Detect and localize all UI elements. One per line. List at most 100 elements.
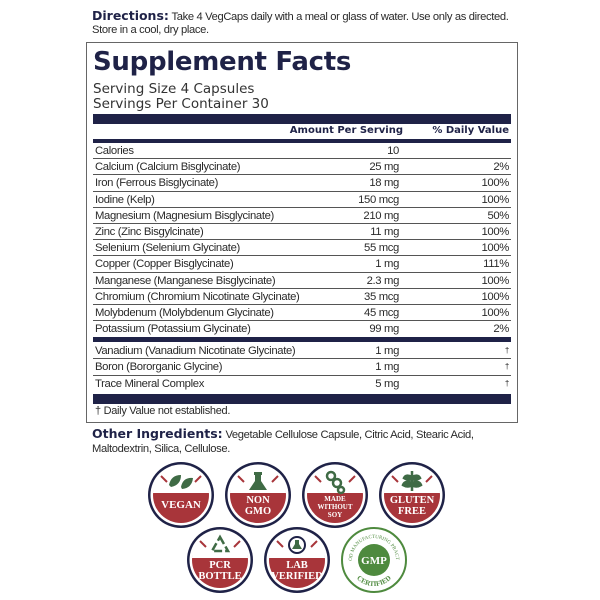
- badge-non: NON GMO: [224, 461, 292, 529]
- nutrient-dv: 100%: [481, 306, 510, 319]
- divider-bar: [93, 337, 511, 343]
- badge-lab: LAB VERIFIED: [263, 526, 331, 594]
- nutrient-dv: †: [504, 346, 509, 356]
- table-row: Magnesium (Magnesium Bisglycinate) 210 mg…: [93, 208, 511, 224]
- nutrient-dv: 50%: [487, 209, 509, 222]
- serving-size: Serving Size 4 Capsules: [93, 81, 255, 97]
- table-row: Potassium (Potassium Glycinate) 99 mg 2%: [93, 321, 511, 337]
- nutrient-amount: 10: [387, 145, 399, 157]
- badge-text: GLUTEN: [390, 495, 435, 506]
- nutrient-dv: †: [504, 362, 509, 372]
- nutrient-name: Selenium (Selenium Glycinate): [95, 242, 240, 255]
- table-row: Vanadium (Vanadium Nicotinate Glycinate)…: [93, 343, 511, 360]
- nutrient-name: Calories: [95, 145, 134, 157]
- nutrient-dv: 100%: [481, 225, 510, 238]
- divider-bar: [93, 393, 511, 404]
- nutrient-amount: 150 mcg: [358, 193, 399, 206]
- nutrient-amount: 1 mg: [375, 258, 399, 271]
- table-row: Manganese (Manganese Bisglycinate) 2.3 mg…: [93, 273, 511, 289]
- nutrient-name: Manganese (Manganese Bisglycinate): [95, 274, 276, 287]
- directions-text: Take 4 VegCaps daily with a meal or glas…: [92, 11, 509, 36]
- servings-per-container: Servings Per Container 30: [93, 96, 269, 112]
- nutrient-amount: 5 mg: [375, 377, 399, 390]
- nutrient-dv: 2%: [493, 323, 509, 336]
- nutrient-dv: 100%: [481, 242, 510, 255]
- badge-pcr: PCR BOTTLE: [186, 526, 254, 594]
- nutrient-amount: 45 mcg: [364, 306, 399, 319]
- nutrient-amount: 210 mg: [363, 209, 399, 222]
- table-row: Boron (Bororganic Glycine) 1 mg †: [93, 359, 511, 376]
- nutrient-name: Potassium (Potassium Glycinate): [95, 323, 251, 336]
- badge-text: BOTTLE: [198, 571, 241, 582]
- badge-text: NON: [246, 495, 270, 506]
- magnifier-flask-icon: [288, 536, 306, 554]
- wheat-icon: [401, 471, 423, 491]
- nutrient-name: Iron (Ferrous Bisglycinate): [95, 177, 219, 190]
- nutrient-name: Boron (Bororganic Glycine): [95, 361, 223, 374]
- nutrient-dv: 100%: [481, 193, 510, 206]
- badge-gmp: GOOD MANUFACTURING PRACTICECERTIFIEDGMP: [338, 523, 408, 594]
- panel-title: Supplement Facts: [93, 47, 352, 77]
- nutrient-table: Calories 10 Calcium (Calcium Bisglycinate)…: [93, 143, 511, 404]
- flask-icon: [249, 472, 267, 490]
- nutrient-dv: 111%: [483, 258, 509, 271]
- table-row: Molybdenum (Molybdenum Glycinate) 45 mcg 1…: [93, 305, 511, 322]
- directions-label: Directions:: [92, 8, 169, 23]
- nutrient-dv: 100%: [481, 177, 510, 190]
- supplement-facts-panel: Supplement Facts Serving Size 4 Capsules…: [86, 42, 518, 423]
- nutrient-amount: 99 mg: [369, 323, 399, 336]
- badge-gluten: GLUTEN FREE: [378, 461, 446, 529]
- badge-text: VEGAN: [161, 499, 201, 511]
- nutrient-amount: 18 mg: [369, 177, 399, 190]
- gmp-bottom-text: CERTIFIED: [355, 574, 393, 588]
- badge-text: VERIFIED: [271, 571, 323, 582]
- soybean-icon: [325, 470, 346, 495]
- recycle-icon: [209, 534, 231, 553]
- other-text: Vegetable Cellulose Capsule, Citric Acid…: [92, 429, 474, 455]
- nutrient-dv: 100%: [481, 274, 510, 287]
- nutrient-name: Zinc (Zinc Bisgylcinate): [95, 225, 204, 238]
- badge-text: GMO: [245, 506, 271, 517]
- other-label: Other Ingredients:: [92, 426, 223, 441]
- nutrient-name: Chromium (Chromium Nicotinate Glycinate): [95, 290, 300, 303]
- badge-text: WITHOUT: [317, 503, 352, 511]
- nutrient-name: Vanadium (Vanadium Nicotinate Glycinate): [95, 345, 296, 358]
- gmp-center-text: GMP: [361, 555, 387, 567]
- badge-text: FREE: [398, 506, 426, 517]
- nutrient-dv: 100%: [481, 290, 510, 303]
- nutrient-amount: 11 mg: [370, 225, 399, 238]
- other-ingredients: Other Ingredients: Vegetable Cellulose C…: [92, 427, 512, 456]
- table-row: Calcium (Calcium Bisglycinate) 25 mg 2%: [93, 159, 511, 176]
- table-row: Iron (Ferrous Bisglycinate) 18 mg 100%: [93, 175, 511, 192]
- nutrient-amount: 1 mg: [375, 345, 399, 358]
- nutrient-dv: †: [504, 378, 509, 388]
- divider-bar: [93, 139, 511, 143]
- badge-text: PCR: [209, 560, 231, 571]
- nutrient-name: Calcium (Calcium Bisglycinate): [95, 161, 241, 174]
- dv-header: % Daily Value: [432, 125, 509, 136]
- svg-text:CERTIFIED: CERTIFIED: [355, 574, 393, 588]
- table-row: Trace Mineral Complex 5 mg †: [93, 376, 511, 392]
- divider-bar: [93, 114, 511, 124]
- leaf-icon: [169, 475, 193, 489]
- column-header: Amount Per Serving % Daily Value: [93, 125, 511, 139]
- table-row: Selenium (Selenium Glycinate) 55 mcg 100%: [93, 240, 511, 257]
- table-row: Chromium (Chromium Nicotinate Glycinate)…: [93, 289, 511, 305]
- nutrient-name: Magnesium (Magnesium Bisglycinate): [95, 209, 274, 222]
- nutrient-amount: 1 mg: [375, 361, 399, 374]
- table-row: Iodine (Kelp) 150 mcg 100%: [93, 192, 511, 208]
- badge-text: SOY: [328, 511, 342, 519]
- badge-text: MADE: [324, 495, 346, 503]
- nutrient-amount: 25 mg: [369, 161, 399, 174]
- nutrient-amount: 35 mcg: [364, 290, 399, 303]
- footnote: † Daily Value not established.: [95, 405, 231, 417]
- nutrient-amount: 2.3 mg: [366, 274, 400, 287]
- amount-header: Amount Per Serving: [289, 125, 403, 136]
- directions: Directions: Take 4 VegCaps daily with a …: [92, 9, 512, 37]
- nutrient-name: Copper (Copper Bisglycinate): [95, 258, 234, 271]
- badge-text: LAB: [286, 560, 308, 571]
- nutrient-name: Molybdenum (Molybdenum Glycinate): [95, 306, 274, 319]
- nutrient-name: Trace Mineral Complex: [95, 377, 205, 390]
- nutrient-name: Iodine (Kelp): [95, 193, 155, 206]
- table-row: Copper (Copper Bisglycinate) 1 mg 111%: [93, 256, 511, 273]
